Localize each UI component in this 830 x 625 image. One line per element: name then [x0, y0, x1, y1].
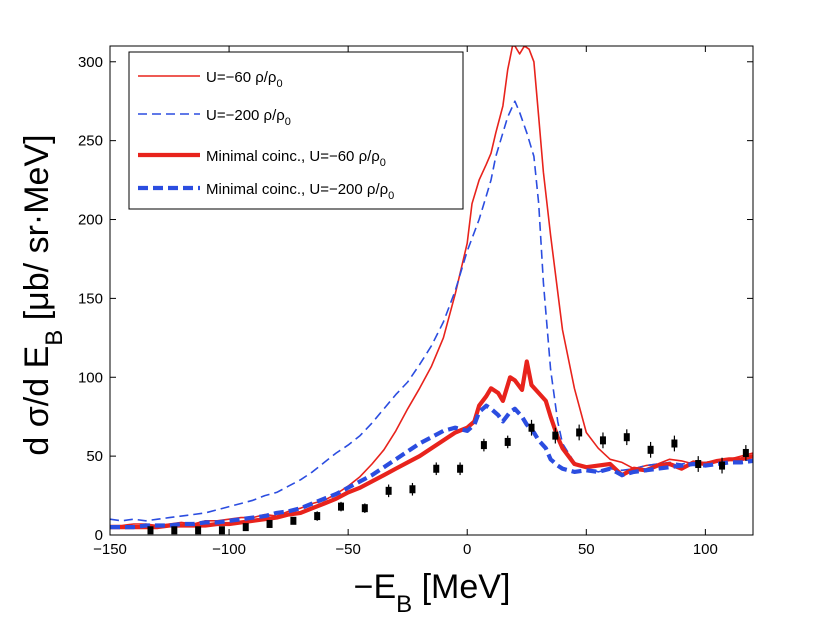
y-axis-label: d σ/d EB [μb/ sr·MeV]	[18, 134, 68, 455]
y-axis-label-main: d σ/d E	[18, 346, 56, 456]
data-point	[599, 436, 606, 445]
y-tick-label: 150	[78, 290, 103, 307]
legend-box	[128, 51, 464, 210]
data-point	[195, 526, 202, 535]
y-tick-label: 50	[86, 448, 103, 465]
data-point	[742, 448, 749, 457]
x-tick-label: 50	[578, 541, 595, 558]
data-point	[576, 428, 583, 437]
data-point	[671, 439, 678, 448]
legend-label-min60: Minimal coinc., U=−60 ρ/ρ0	[206, 148, 386, 169]
y-tick-label: 100	[78, 369, 103, 386]
x-tick-label: 0	[463, 541, 471, 558]
legend-label-min200: Minimal coinc., U=−200 ρ/ρ0	[206, 181, 394, 202]
data-point	[504, 437, 511, 446]
data-point	[409, 485, 416, 494]
x-tick-label: 100	[693, 541, 718, 558]
data-point	[433, 464, 440, 473]
y-tick-label: 250	[78, 133, 103, 150]
x-axis-label: −EB [MeV]	[354, 568, 511, 618]
plot-border	[109, 45, 754, 536]
x-axis-label-sub: B	[396, 591, 412, 618]
data-point	[242, 523, 249, 532]
y-tick-label: 200	[78, 212, 103, 229]
x-axis-label-tail: [MeV]	[412, 568, 510, 606]
data-point	[171, 526, 178, 535]
data-point	[647, 445, 654, 454]
experimental-data	[147, 419, 749, 535]
data-point	[552, 431, 559, 440]
data-point	[218, 526, 225, 535]
x-tick-label: −100	[212, 541, 246, 558]
data-point	[695, 460, 702, 469]
x-axis-label-main: −E	[354, 568, 397, 606]
x-tick-label: −50	[335, 541, 360, 558]
legend: U=−60 ρ/ρ0 U=−200 ρ/ρ0 Minimal coinc., U…	[128, 51, 464, 210]
tick-labels: −150 −100 −50 0 50 100 0 50 100 150 200 250 300	[78, 45, 754, 558]
data-point	[314, 512, 321, 521]
data-point	[719, 461, 726, 470]
y-axis-label-sub: B	[41, 330, 68, 346]
y-tick-label: 0	[95, 527, 103, 544]
data-point	[361, 504, 368, 513]
data-point	[290, 516, 297, 525]
data-point	[457, 464, 464, 473]
data-point	[623, 433, 630, 442]
axis-ticks	[109, 46, 753, 536]
data-point	[147, 526, 154, 535]
data-point	[266, 519, 273, 528]
series-line-min200	[110, 403, 753, 530]
data-point	[528, 423, 535, 432]
data-point	[480, 441, 487, 450]
legend-label-u200: U=−200 ρ/ρ0	[206, 107, 291, 128]
series-layer	[110, 46, 753, 530]
data-point	[338, 502, 345, 511]
y-axis-label-tail: [μb/ sr·MeV]	[18, 134, 56, 329]
y-tick-label: 300	[78, 54, 103, 71]
data-point	[385, 486, 392, 495]
x-tick-label: −150	[93, 541, 127, 558]
legend-label-u60: U=−60 ρ/ρ0	[206, 69, 283, 90]
